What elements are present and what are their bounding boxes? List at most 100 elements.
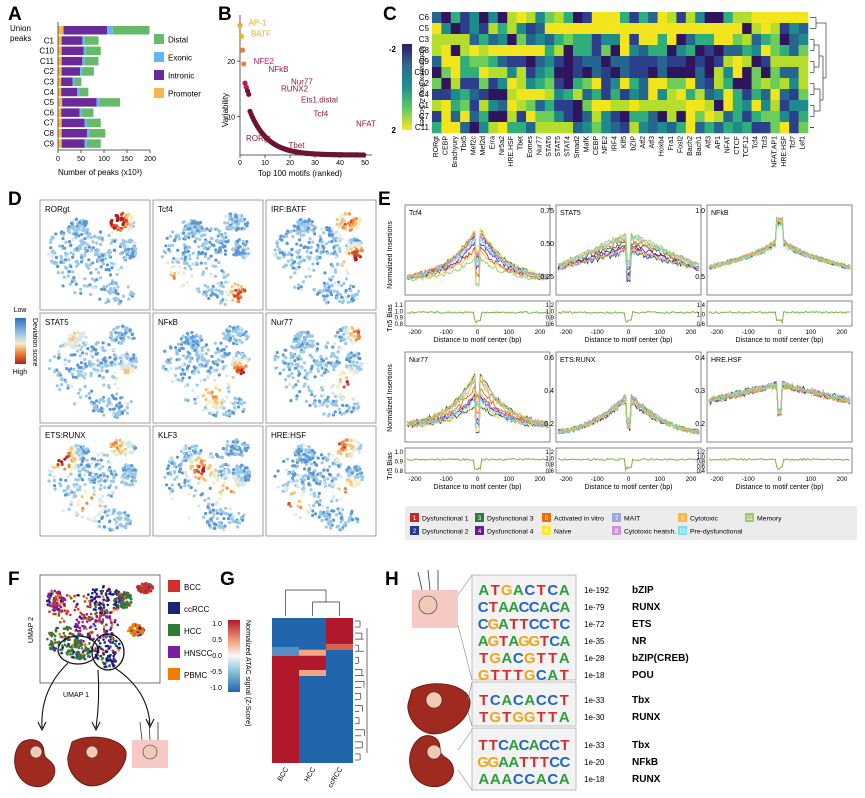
panel-d-cell-point xyxy=(223,400,226,403)
panel-e-xtick-label: 100 xyxy=(805,476,816,483)
panel-d-cell-point xyxy=(82,341,85,344)
panel-d-cell-point xyxy=(294,513,297,516)
panel-e-ytick-label: 0.25 xyxy=(540,274,554,281)
panel-d-cell-point xyxy=(122,243,125,246)
panel-d-cell-point xyxy=(246,444,249,447)
panel-d-cell-point xyxy=(285,469,288,472)
panel-a-bar-segment xyxy=(85,57,99,66)
panel-c-cell xyxy=(676,100,686,111)
panel-d-cell-point xyxy=(309,354,312,357)
panel-d-cell-point xyxy=(214,275,217,278)
panel-d-cell-point xyxy=(318,404,321,407)
panel-c-cell xyxy=(705,67,715,78)
panel-c-column-label: Mef2c xyxy=(471,136,478,156)
panel-d-cell-point xyxy=(70,251,73,254)
panel-c-cell xyxy=(479,12,489,23)
panel-d-cell-point xyxy=(70,338,73,341)
panel-d-cell-point xyxy=(220,476,223,479)
panel-d-cell-point xyxy=(243,289,246,292)
panel-c-cell xyxy=(770,111,780,122)
panel-c-cell xyxy=(488,100,498,111)
panel-d-cell-point xyxy=(340,296,343,299)
panel-d-cell-point xyxy=(299,218,302,221)
panel-d-cell-point xyxy=(322,394,325,397)
panel-d-cell-point xyxy=(124,513,127,516)
panel-d-cell-point xyxy=(338,250,341,253)
panel-d-cell-point xyxy=(342,338,345,341)
panel-d-cell-point xyxy=(349,332,352,335)
panel-d-cell-point xyxy=(133,359,136,362)
panel-d-cell-point xyxy=(120,266,123,269)
panel-d-cell-point xyxy=(351,445,354,448)
panel-c-cell xyxy=(620,89,630,100)
panel-e-legend-label: Dysfunctional 4 xyxy=(487,529,534,536)
panel-d-cell-point xyxy=(83,254,86,257)
panel-d-cell-point xyxy=(316,359,319,362)
panel-d-cell-point xyxy=(86,459,89,462)
panel-c-cell xyxy=(573,45,583,56)
panel-c-cell xyxy=(629,78,639,89)
panel-d-tile-title: Nur77 xyxy=(271,318,293,327)
panel-d-cell-point xyxy=(106,298,109,301)
panel-d-cell-point xyxy=(78,346,81,349)
panel-a-bar-segment xyxy=(113,26,150,35)
panel-d-cell-point xyxy=(237,297,240,300)
panel-c-cell xyxy=(742,89,752,100)
panel-d-cell-point xyxy=(279,235,282,238)
panel-d-cell-point xyxy=(134,446,137,449)
panel-d-cell-point xyxy=(335,499,338,502)
panel-d-cell-point xyxy=(296,380,299,383)
panel-d-cell-point xyxy=(331,233,334,236)
panel-d-cell-point xyxy=(312,479,315,482)
panel-d-cell-point xyxy=(69,283,72,286)
panel-c-cell xyxy=(723,56,733,67)
panel-d-cell-point xyxy=(214,360,217,363)
panel-c-cell xyxy=(639,12,649,23)
panel-d-cell-point xyxy=(83,483,86,486)
panel-c-cell xyxy=(441,89,451,100)
panel-d-cell-point xyxy=(204,479,207,482)
panel-d-cell-point xyxy=(176,378,179,381)
panel-d-cell-point xyxy=(92,367,95,370)
panel-b-motif-label: Ets1.distal xyxy=(301,96,338,105)
panel-c-cell xyxy=(432,34,442,45)
panel-d-cell-point xyxy=(182,347,185,350)
panel-d-cell-point xyxy=(110,266,113,269)
panel-d-cell-point xyxy=(112,376,115,379)
panel-d-cell-point xyxy=(95,268,98,271)
panel-d-cell-point xyxy=(112,480,115,483)
panel-c-cell xyxy=(479,23,489,34)
panel-d-cell-point xyxy=(198,238,201,241)
panel-d-cell-point xyxy=(297,473,300,476)
panel-d-cell-point xyxy=(107,343,110,346)
panel-d-cell-point xyxy=(197,456,200,459)
panel-d-cell-point xyxy=(308,241,311,244)
panel-c-cell xyxy=(479,122,489,133)
panel-d-cell-point xyxy=(310,246,313,249)
panel-d-tile-title: STAT5 xyxy=(45,318,69,327)
panel-d-cell-point xyxy=(126,354,129,357)
panel-c-cell xyxy=(799,122,809,133)
panel-d-cell-point xyxy=(85,263,88,266)
panel-d-cell-point xyxy=(85,502,88,505)
panel-d-cell-point xyxy=(341,217,344,220)
panel-d-cell-point xyxy=(220,525,223,528)
panel-d-cell-point xyxy=(341,395,344,398)
panel-d-cell-point xyxy=(315,249,318,252)
panel-e-legend-label: Cytotoxic xyxy=(690,516,719,523)
panel-a-category-label: C2 xyxy=(44,67,55,76)
panel-b-motif-label: BATF xyxy=(251,29,271,38)
panel-c-cell xyxy=(639,78,649,89)
panel-c-cell xyxy=(517,78,527,89)
panel-d-cell-point xyxy=(131,333,134,336)
panel-d-cell-point xyxy=(307,482,310,485)
panel-d-cell-point xyxy=(339,347,342,350)
panel-c-cell xyxy=(705,12,715,23)
panel-d-cell-point xyxy=(175,358,178,361)
panel-c-cell xyxy=(761,78,771,89)
panel-e-ytick-label: 0.2 xyxy=(695,421,705,428)
panel-c-cell xyxy=(789,23,799,34)
panel-c-cell xyxy=(507,56,517,67)
